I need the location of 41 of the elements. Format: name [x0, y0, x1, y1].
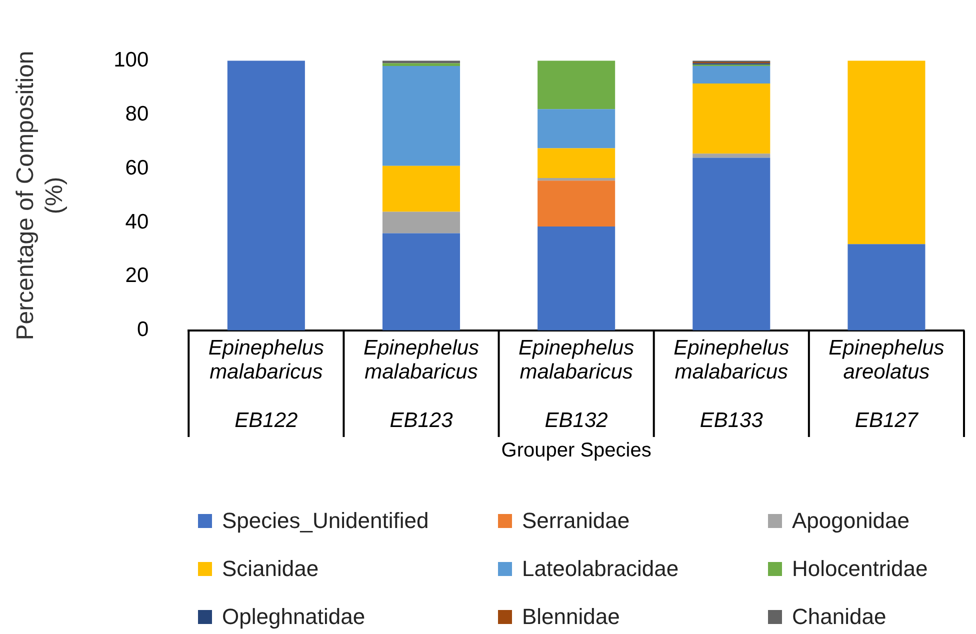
- category-label: Epinephelus malabaricus EB133: [674, 336, 790, 432]
- bar: [692, 154, 770, 158]
- bar: [382, 60, 460, 64]
- legend-label: Holocentridae: [792, 556, 928, 582]
- legend-label: Serranidae: [522, 508, 630, 534]
- legend-label: Opleghnatidae: [222, 604, 366, 630]
- y-tick-label: 40: [125, 210, 149, 234]
- bar: [382, 212, 460, 234]
- bar: [848, 60, 926, 244]
- y-tick-label: 80: [125, 102, 149, 126]
- bar: [382, 66, 460, 166]
- y-tick-label: 60: [125, 156, 149, 180]
- bar: [227, 60, 305, 330]
- legend-label: Apogonidae: [792, 508, 910, 534]
- legend-label: Chanidae: [792, 604, 886, 630]
- legend-label: Lateolabracidae: [522, 556, 679, 582]
- bar: [538, 60, 616, 110]
- y-tick-label: 100: [114, 48, 149, 72]
- category-label: Epinephelus malabaricus EB123: [363, 336, 480, 432]
- bar: [538, 178, 616, 181]
- y-tick-label: 20: [125, 264, 149, 288]
- category-label: Epinephelus areolatus EB127: [828, 336, 944, 432]
- category-label: Epinephelus malabaricus EB122: [208, 336, 324, 432]
- legend-label: Scianidae: [222, 556, 319, 582]
- bar: [382, 233, 460, 330]
- bar: [382, 63, 460, 66]
- bar: [692, 158, 770, 330]
- legend-label: Species_Unidentified: [222, 508, 429, 534]
- bar: [538, 226, 616, 330]
- y-tick-label: 0: [136, 318, 149, 342]
- bar: [538, 109, 616, 148]
- y-axis-title: Percentage of Composition (%): [12, 50, 68, 340]
- bar: [538, 148, 616, 178]
- bar: [848, 244, 926, 330]
- x-axis-title: Grouper Species: [501, 440, 652, 462]
- legend-label: Blennidae: [522, 604, 620, 630]
- bar: [538, 180, 616, 227]
- bar: [382, 166, 460, 212]
- bar: [692, 84, 770, 154]
- bar: [692, 66, 770, 84]
- category-label: Epinephelus malabaricus EB132: [518, 336, 634, 432]
